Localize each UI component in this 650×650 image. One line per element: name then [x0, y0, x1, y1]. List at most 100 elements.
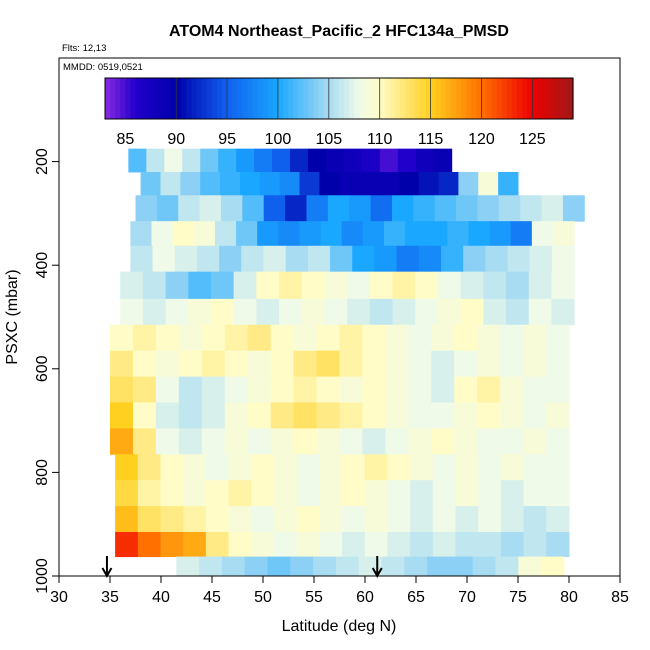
heatmap-cell [523, 480, 547, 507]
heatmap-cell [477, 428, 501, 455]
heatmap-cell [174, 245, 198, 273]
heatmap-cell [454, 402, 478, 429]
colorbar-segment [145, 78, 152, 119]
heatmap-cell [155, 350, 180, 378]
heatmap-cell [279, 271, 303, 300]
heatmap-cell [214, 221, 237, 247]
heatmap-cell [546, 428, 570, 455]
heatmap-cell [454, 350, 478, 378]
heatmap-cell [339, 171, 360, 196]
colorbar-segment [308, 78, 315, 119]
heatmap-cell [110, 324, 134, 352]
heatmap-cell [546, 480, 570, 507]
heatmap-cell [307, 148, 327, 173]
heatmap-cell [115, 531, 139, 558]
colorbar-segment [405, 78, 411, 119]
heatmap-cell [301, 298, 325, 326]
heatmap-cell [528, 271, 552, 300]
x-tick-label: 55 [305, 589, 323, 606]
heatmap-cell [500, 454, 525, 481]
heatmap-cell [285, 245, 309, 273]
heatmap-cell [228, 480, 252, 507]
heatmap-cell [362, 350, 386, 378]
heatmap-cell [132, 428, 157, 455]
colorbar-segment [430, 78, 437, 119]
heatmap-cell [506, 298, 530, 326]
heatmap-cell [200, 148, 219, 173]
x-tick-label: 45 [203, 589, 221, 606]
heatmap-cell [180, 171, 201, 196]
x-tick-label: 70 [458, 589, 476, 606]
colorbar-segment [323, 78, 330, 119]
heatmap-cell [228, 531, 252, 558]
colorbar-segment [293, 78, 299, 119]
heatmap-cell [364, 506, 388, 533]
y-tick-label: 200 [34, 148, 51, 175]
heatmap-cell [228, 506, 252, 533]
heatmap-cell [279, 298, 303, 326]
colorbar-tick-label: 90 [167, 131, 185, 148]
heatmap-cell [507, 245, 531, 273]
heatmap-cell [224, 428, 249, 455]
heatmap-cell [193, 221, 216, 247]
colorbar-segment [196, 78, 203, 119]
heatmap-cell [201, 402, 226, 429]
heatmap-cell [551, 245, 575, 273]
heatmap-cell [137, 531, 161, 558]
heatmap-cell [381, 556, 405, 577]
heatmap-cell [296, 480, 320, 507]
colorbar-segment [105, 78, 111, 119]
heatmap-cell [379, 148, 399, 173]
heatmap-cell [339, 350, 363, 378]
heatmap-cell [205, 506, 230, 533]
heatmap-cell [156, 195, 179, 222]
heatmap-cell [362, 324, 386, 352]
colorbar-segment [501, 78, 508, 119]
colorbar-segment [176, 78, 182, 119]
heatmap-cell [408, 376, 432, 403]
heatmap-cell [296, 454, 320, 481]
heatmap-cell [160, 506, 184, 533]
colorbar-segment [415, 78, 421, 119]
heatmap-cell [546, 506, 570, 533]
y-tick-label: 1000 [34, 558, 51, 594]
heatmap-cell [415, 271, 439, 300]
heatmap-cell [220, 171, 241, 196]
heatmap-cell [293, 428, 318, 455]
heatmap-cell [477, 195, 500, 222]
heatmap-cell [296, 531, 320, 558]
heatmap-cell [233, 271, 257, 300]
heatmap-cell [176, 556, 200, 577]
heatmap-cell [478, 531, 502, 558]
heatmap-cell [247, 428, 272, 455]
arrow-marker [101, 556, 113, 579]
heatmap-cell [178, 376, 203, 403]
heatmap-cell [361, 148, 381, 173]
heatmap-cell [182, 148, 201, 173]
x-tick-label: 60 [356, 589, 374, 606]
heatmap-cell [438, 171, 459, 196]
heatmap-cell [546, 531, 570, 558]
heatmap-cell [339, 324, 363, 352]
heatmap-cell [290, 556, 314, 577]
heatmap-cell [413, 195, 436, 222]
heatmap-cell [370, 195, 393, 222]
heatmap-cell [518, 556, 542, 577]
heatmap-cell [110, 350, 134, 378]
heatmap-cell [247, 402, 272, 429]
heatmap-cell [364, 480, 388, 507]
heatmap-cell [296, 506, 320, 533]
heatmap-cell [454, 376, 478, 403]
heatmap-cell [306, 195, 329, 222]
heatmap-cell [247, 324, 272, 352]
arrow-marker [371, 556, 383, 579]
colorbar-segment [344, 78, 350, 119]
colorbar-segment [547, 78, 554, 119]
heatmap-cell [460, 271, 484, 300]
heatmap-cell [155, 428, 180, 455]
heatmap-cell [251, 454, 275, 481]
heatmap-cell [455, 506, 479, 533]
heatmap-cell [130, 221, 153, 247]
colorbar-segment [532, 78, 538, 119]
colorbar-tick-label: 115 [418, 131, 444, 148]
